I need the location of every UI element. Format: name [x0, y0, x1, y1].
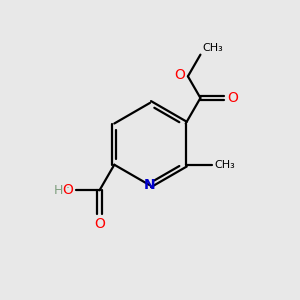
Text: O: O — [94, 217, 105, 231]
Text: CH₃: CH₃ — [202, 43, 223, 53]
Text: O: O — [62, 183, 73, 197]
Text: H: H — [53, 184, 63, 197]
Text: O: O — [174, 68, 185, 82]
Text: ·: · — [66, 182, 70, 195]
Text: O: O — [227, 91, 238, 105]
Text: N: N — [144, 178, 156, 192]
Text: CH₃: CH₃ — [214, 160, 235, 170]
